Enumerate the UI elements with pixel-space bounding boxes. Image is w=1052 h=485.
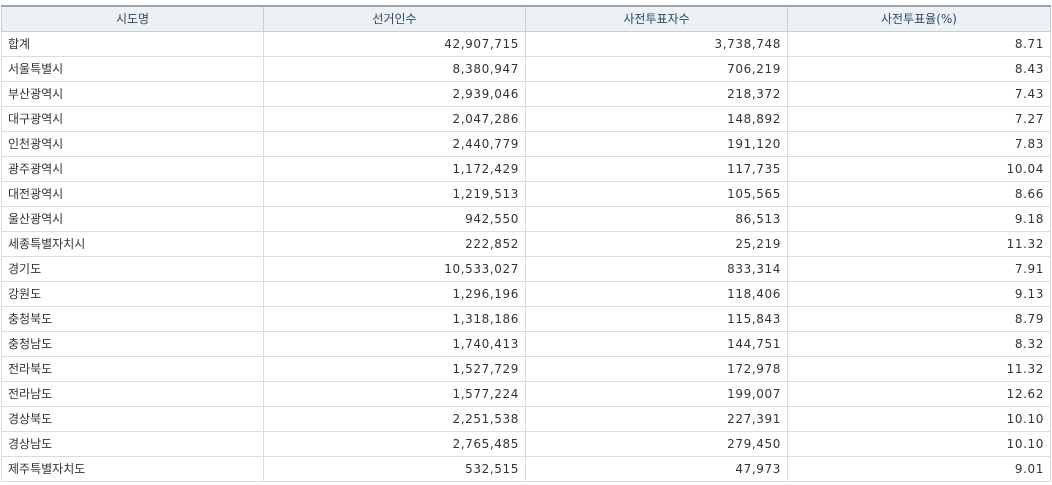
- cell-early-turnout-rate: 8.43: [787, 55, 1051, 82]
- cell-early-voters: 115,843: [525, 305, 788, 332]
- cell-early-voters: 144,751: [525, 330, 788, 357]
- cell-electorate: 2,765,485: [263, 430, 526, 457]
- cell-early-turnout-rate: 9.01: [787, 455, 1051, 482]
- cell-early-voters: 3,738,748: [525, 30, 788, 57]
- cell-electorate: 2,251,538: [263, 405, 526, 432]
- cell-early-voters: 172,978: [525, 355, 788, 382]
- cell-electorate: 10,533,027: [263, 255, 526, 282]
- table-row: 세종특별자치시 222,852 25,219 11.32: [1, 230, 1051, 257]
- column-header-electorate: 선거인수: [263, 5, 526, 32]
- cell-region-name: 부산광역시: [1, 80, 264, 107]
- cell-early-turnout-rate: 7.27: [787, 105, 1051, 132]
- turnout-table: 시도명 선거인수 사전투표자수 사전투표율(%) 합계 42,907,715 3,7…: [1, 5, 1051, 482]
- column-header-region: 시도명: [1, 5, 264, 32]
- cell-electorate: 2,440,779: [263, 130, 526, 157]
- column-header-early-turnout-rate: 사전투표율(%): [787, 5, 1051, 32]
- cell-early-turnout-rate: 10.10: [787, 430, 1051, 457]
- cell-early-voters: 86,513: [525, 205, 788, 232]
- cell-early-voters: 199,007: [525, 380, 788, 407]
- cell-electorate: 942,550: [263, 205, 526, 232]
- table-row: 충청남도 1,740,413 144,751 8.32: [1, 330, 1051, 357]
- cell-early-turnout-rate: 10.10: [787, 405, 1051, 432]
- table-row: 충청북도 1,318,186 115,843 8.79: [1, 305, 1051, 332]
- cell-electorate: 222,852: [263, 230, 526, 257]
- cell-early-voters: 118,406: [525, 280, 788, 307]
- cell-early-turnout-rate: 9.18: [787, 205, 1051, 232]
- table-body: 합계 42,907,715 3,738,748 8.71 서울특별시 8,380,947 7…: [1, 30, 1051, 482]
- cell-early-turnout-rate: 9.13: [787, 280, 1051, 307]
- cell-electorate: 1,577,224: [263, 380, 526, 407]
- cell-region-name: 전라남도: [1, 380, 264, 407]
- cell-electorate: 1,172,429: [263, 155, 526, 182]
- cell-electorate: 532,515: [263, 455, 526, 482]
- column-header-early-voters: 사전투표자수: [525, 5, 788, 32]
- cell-early-turnout-rate: 8.71: [787, 30, 1051, 57]
- cell-early-voters: 105,565: [525, 180, 788, 207]
- cell-early-turnout-rate: 12.62: [787, 380, 1051, 407]
- cell-region-name: 서울특별시: [1, 55, 264, 82]
- cell-electorate: 2,939,046: [263, 80, 526, 107]
- cell-early-voters: 218,372: [525, 80, 788, 107]
- cell-early-turnout-rate: 11.32: [787, 355, 1051, 382]
- cell-region-name: 경상남도: [1, 430, 264, 457]
- cell-region-name: 충청북도: [1, 305, 264, 332]
- cell-electorate: 8,380,947: [263, 55, 526, 82]
- cell-early-turnout-rate: 11.32: [787, 230, 1051, 257]
- cell-region-name: 광주광역시: [1, 155, 264, 182]
- cell-early-voters: 706,219: [525, 55, 788, 82]
- cell-early-turnout-rate: 7.91: [787, 255, 1051, 282]
- table-header: 시도명 선거인수 사전투표자수 사전투표율(%): [1, 5, 1051, 32]
- cell-electorate: 1,527,729: [263, 355, 526, 382]
- cell-early-voters: 148,892: [525, 105, 788, 132]
- table-row: 제주특별자치도 532,515 47,973 9.01: [1, 455, 1051, 482]
- cell-early-voters: 25,219: [525, 230, 788, 257]
- cell-region-name: 울산광역시: [1, 205, 264, 232]
- cell-early-turnout-rate: 8.32: [787, 330, 1051, 357]
- cell-electorate: 1,740,413: [263, 330, 526, 357]
- cell-early-voters: 191,120: [525, 130, 788, 157]
- table-row: 서울특별시 8,380,947 706,219 8.43: [1, 55, 1051, 82]
- table-row: 합계 42,907,715 3,738,748 8.71: [1, 30, 1051, 57]
- cell-electorate: 42,907,715: [263, 30, 526, 57]
- table-row: 대전광역시 1,219,513 105,565 8.66: [1, 180, 1051, 207]
- table-row: 강원도 1,296,196 118,406 9.13: [1, 280, 1051, 307]
- cell-region-name: 전라북도: [1, 355, 264, 382]
- cell-electorate: 1,219,513: [263, 180, 526, 207]
- table-row: 울산광역시 942,550 86,513 9.18: [1, 205, 1051, 232]
- cell-region-name: 인천광역시: [1, 130, 264, 157]
- header-row: 시도명 선거인수 사전투표자수 사전투표율(%): [1, 5, 1051, 32]
- cell-early-voters: 117,735: [525, 155, 788, 182]
- table-row: 인천광역시 2,440,779 191,120 7.83: [1, 130, 1051, 157]
- cell-early-turnout-rate: 8.79: [787, 305, 1051, 332]
- cell-region-name: 경기도: [1, 255, 264, 282]
- table-row: 전라북도 1,527,729 172,978 11.32: [1, 355, 1051, 382]
- cell-region-name: 대구광역시: [1, 105, 264, 132]
- cell-early-voters: 833,314: [525, 255, 788, 282]
- cell-electorate: 1,296,196: [263, 280, 526, 307]
- cell-region-name: 경상북도: [1, 405, 264, 432]
- table-row: 부산광역시 2,939,046 218,372 7.43: [1, 80, 1051, 107]
- table-row: 대구광역시 2,047,286 148,892 7.27: [1, 105, 1051, 132]
- cell-early-voters: 279,450: [525, 430, 788, 457]
- table-row: 경기도 10,533,027 833,314 7.91: [1, 255, 1051, 282]
- table-row: 경상북도 2,251,538 227,391 10.10: [1, 405, 1051, 432]
- cell-region-name: 강원도: [1, 280, 264, 307]
- cell-region-name: 제주특별자치도: [1, 455, 264, 482]
- cell-early-turnout-rate: 10.04: [787, 155, 1051, 182]
- cell-early-voters: 47,973: [525, 455, 788, 482]
- table-row: 광주광역시 1,172,429 117,735 10.04: [1, 155, 1051, 182]
- cell-region-name: 합계: [1, 30, 264, 57]
- cell-early-turnout-rate: 8.66: [787, 180, 1051, 207]
- cell-electorate: 1,318,186: [263, 305, 526, 332]
- cell-early-turnout-rate: 7.83: [787, 130, 1051, 157]
- cell-early-turnout-rate: 7.43: [787, 80, 1051, 107]
- cell-early-voters: 227,391: [525, 405, 788, 432]
- cell-region-name: 세종특별자치시: [1, 230, 264, 257]
- table-row: 전라남도 1,577,224 199,007 12.62: [1, 380, 1051, 407]
- cell-region-name: 충청남도: [1, 330, 264, 357]
- cell-region-name: 대전광역시: [1, 180, 264, 207]
- cell-electorate: 2,047,286: [263, 105, 526, 132]
- table-row: 경상남도 2,765,485 279,450 10.10: [1, 430, 1051, 457]
